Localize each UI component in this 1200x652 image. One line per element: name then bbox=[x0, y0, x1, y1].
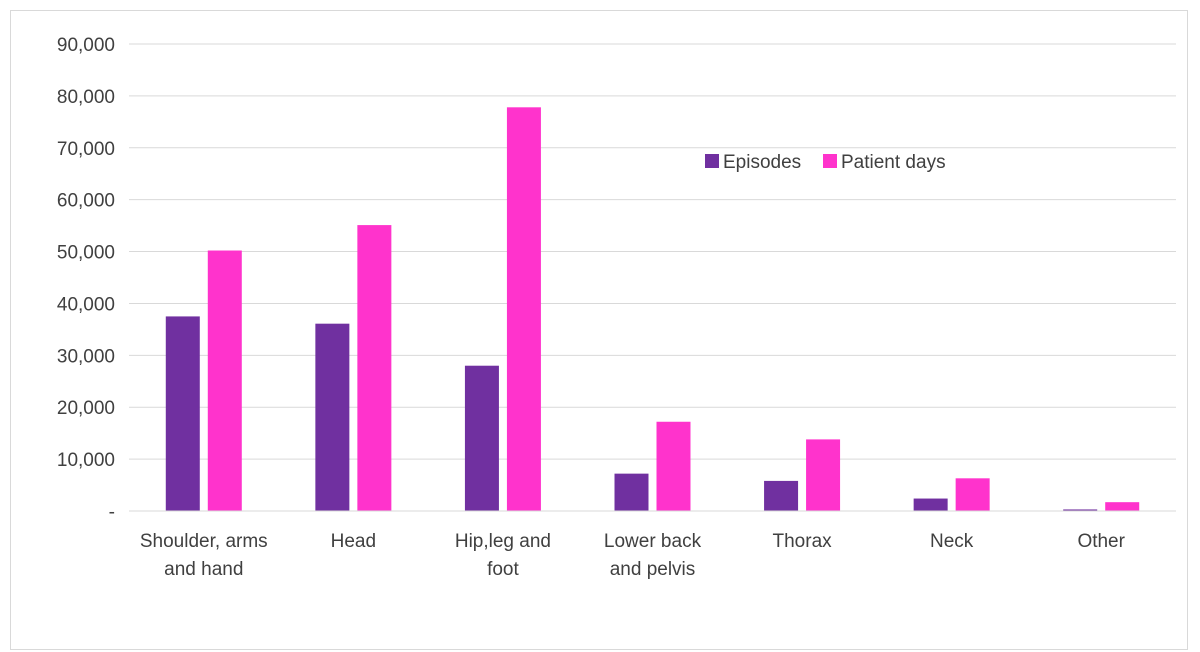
y-tick-label: 10,000 bbox=[57, 450, 115, 471]
chart-frame: - 10,000 20,000 30,000 40,000 50,000 60,000 70,… bbox=[10, 10, 1188, 650]
x-category-label: Hip,leg and bbox=[455, 531, 551, 552]
bar-patient-days bbox=[656, 421, 691, 511]
bar-patient-days bbox=[207, 250, 242, 512]
y-tick-label: - bbox=[109, 502, 115, 523]
bar-episodes bbox=[1063, 509, 1098, 511]
y-tick-label: 90,000 bbox=[57, 35, 115, 56]
x-category-label: and hand bbox=[164, 559, 243, 580]
x-category-label: Thorax bbox=[773, 531, 833, 552]
bar-episodes bbox=[464, 365, 499, 511]
bar-patient-days bbox=[955, 478, 990, 511]
y-tick-label: 60,000 bbox=[57, 191, 115, 212]
gridlines bbox=[129, 43, 1176, 460]
y-tick-label: 20,000 bbox=[57, 398, 115, 419]
y-tick-label: 80,000 bbox=[57, 87, 115, 108]
bar-episodes bbox=[165, 316, 200, 511]
x-axis-category-labels: Shoulder, arms and hand Head Hip,leg and foo… bbox=[140, 531, 1126, 580]
x-category-label: Other bbox=[1077, 531, 1125, 552]
y-tick-label: 70,000 bbox=[57, 139, 115, 160]
legend-label: Episodes bbox=[723, 152, 801, 173]
bar-episodes bbox=[614, 473, 649, 511]
y-tick-label: 50,000 bbox=[57, 243, 115, 264]
x-category-label: Shoulder, arms bbox=[140, 531, 268, 552]
bar-chart: - 10,000 20,000 30,000 40,000 50,000 60,000 70,… bbox=[57, 35, 1176, 580]
x-category-label: and pelvis bbox=[610, 559, 696, 580]
bar-episodes bbox=[764, 480, 799, 511]
bar-episodes bbox=[315, 323, 350, 511]
x-category-label: foot bbox=[487, 559, 519, 580]
y-tick-label: 30,000 bbox=[57, 346, 115, 367]
bar-patient-days bbox=[806, 439, 841, 511]
x-category-label: Head bbox=[331, 531, 376, 552]
bar-patient-days bbox=[357, 225, 392, 511]
legend-swatch bbox=[705, 154, 719, 168]
y-axis-tick-labels: - 10,000 20,000 30,000 40,000 50,000 60,000 70,… bbox=[57, 35, 115, 523]
x-category-label: Lower back bbox=[604, 531, 702, 552]
legend: Episodes Patient days bbox=[705, 152, 946, 173]
legend-swatch bbox=[823, 154, 837, 168]
bar-episodes bbox=[913, 498, 948, 511]
x-category-label: Neck bbox=[930, 531, 974, 552]
bar-patient-days bbox=[506, 107, 541, 511]
legend-label: Patient days bbox=[841, 152, 946, 173]
bars bbox=[165, 107, 1140, 512]
y-tick-label: 40,000 bbox=[57, 294, 115, 315]
bar-patient-days bbox=[1105, 502, 1140, 511]
